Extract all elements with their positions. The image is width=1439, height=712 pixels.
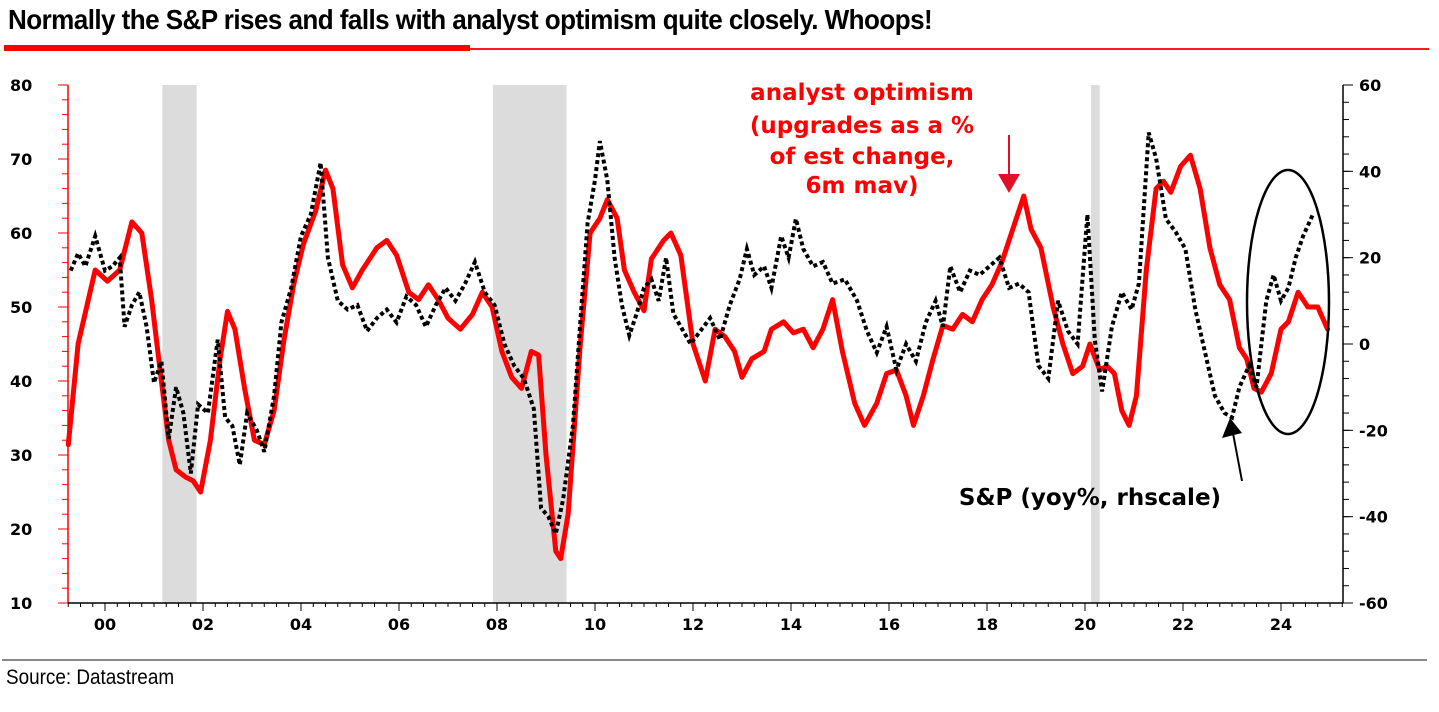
x-tick-label: 08 xyxy=(486,615,508,634)
title-rule-accent xyxy=(4,45,470,51)
sp-label: S&P (yoy%, rhscale) xyxy=(959,485,1221,511)
left-tick-label: 30 xyxy=(10,446,32,465)
x-tick-label: 14 xyxy=(780,615,802,634)
sp-arrow-shaft xyxy=(1231,427,1243,482)
left-axis: 80 70 60 50 40 30 20 10 xyxy=(10,76,69,613)
sp-arrow-head xyxy=(1222,418,1242,438)
x-tick-label: 24 xyxy=(1270,615,1292,634)
right-tick-label: 40 xyxy=(1359,162,1381,181)
x-tick-label: 16 xyxy=(878,615,900,634)
analyst-arrow-head xyxy=(998,174,1020,193)
right-tick-label: 60 xyxy=(1359,76,1381,95)
series-layer xyxy=(65,131,1331,562)
left-tick-label: 70 xyxy=(10,150,32,169)
recession-band xyxy=(162,85,197,603)
analyst-optimism-line xyxy=(65,152,1331,562)
x-tick-label: 12 xyxy=(682,615,704,634)
title-rule xyxy=(4,48,1429,50)
x-tick-label: 02 xyxy=(192,615,214,634)
right-tick-label: -20 xyxy=(1359,421,1388,440)
right-tick-label: 0 xyxy=(1359,335,1370,354)
x-tick-label: 00 xyxy=(94,615,116,634)
analyst-label-line-4: 6m mav) xyxy=(806,173,919,199)
x-tick-label: 22 xyxy=(1172,615,1194,634)
x-tick-label: 10 xyxy=(584,615,606,634)
x-tick-label: 20 xyxy=(1074,615,1096,634)
analyst-label-line-2: (upgrades as a % xyxy=(750,113,974,139)
left-tick-label: 40 xyxy=(10,372,32,391)
left-tick-label: 20 xyxy=(10,520,32,539)
footer-rule xyxy=(2,659,1427,661)
left-tick-label: 50 xyxy=(10,298,32,317)
analyst-label-line-1: analyst optimism xyxy=(750,80,974,106)
x-tick-label: 06 xyxy=(388,615,410,634)
chart: 80 70 60 50 40 30 20 10 60 40 20 0 -20 -40 -60 00 02 04… xyxy=(10,76,1388,634)
left-tick-label: 60 xyxy=(10,224,32,243)
right-tick-label: 20 xyxy=(1359,249,1381,268)
sp-yoy-line xyxy=(68,131,1315,541)
analyst-label-line-3: of est change, xyxy=(770,144,955,170)
x-axis: 00 02 04 06 08 10 12 14 16 18 20 22 24 xyxy=(67,602,1343,634)
source-note: Source: Datastream xyxy=(6,666,175,689)
chart-title: Normally the S&P rises and falls with an… xyxy=(8,4,933,35)
recession-shading xyxy=(162,85,1100,603)
highlight-ellipse xyxy=(1245,168,1331,436)
annotations: analyst optimism (upgrades as a % of est… xyxy=(750,80,1331,511)
right-tick-label: -40 xyxy=(1359,508,1388,527)
left-tick-label: 80 xyxy=(10,76,32,95)
x-tick-label: 04 xyxy=(290,615,312,634)
right-axis: 60 40 20 0 -20 -40 -60 xyxy=(1342,76,1388,613)
left-tick-label: 10 xyxy=(10,594,32,613)
x-tick-label: 18 xyxy=(976,615,998,634)
right-tick-label: -60 xyxy=(1359,594,1388,613)
